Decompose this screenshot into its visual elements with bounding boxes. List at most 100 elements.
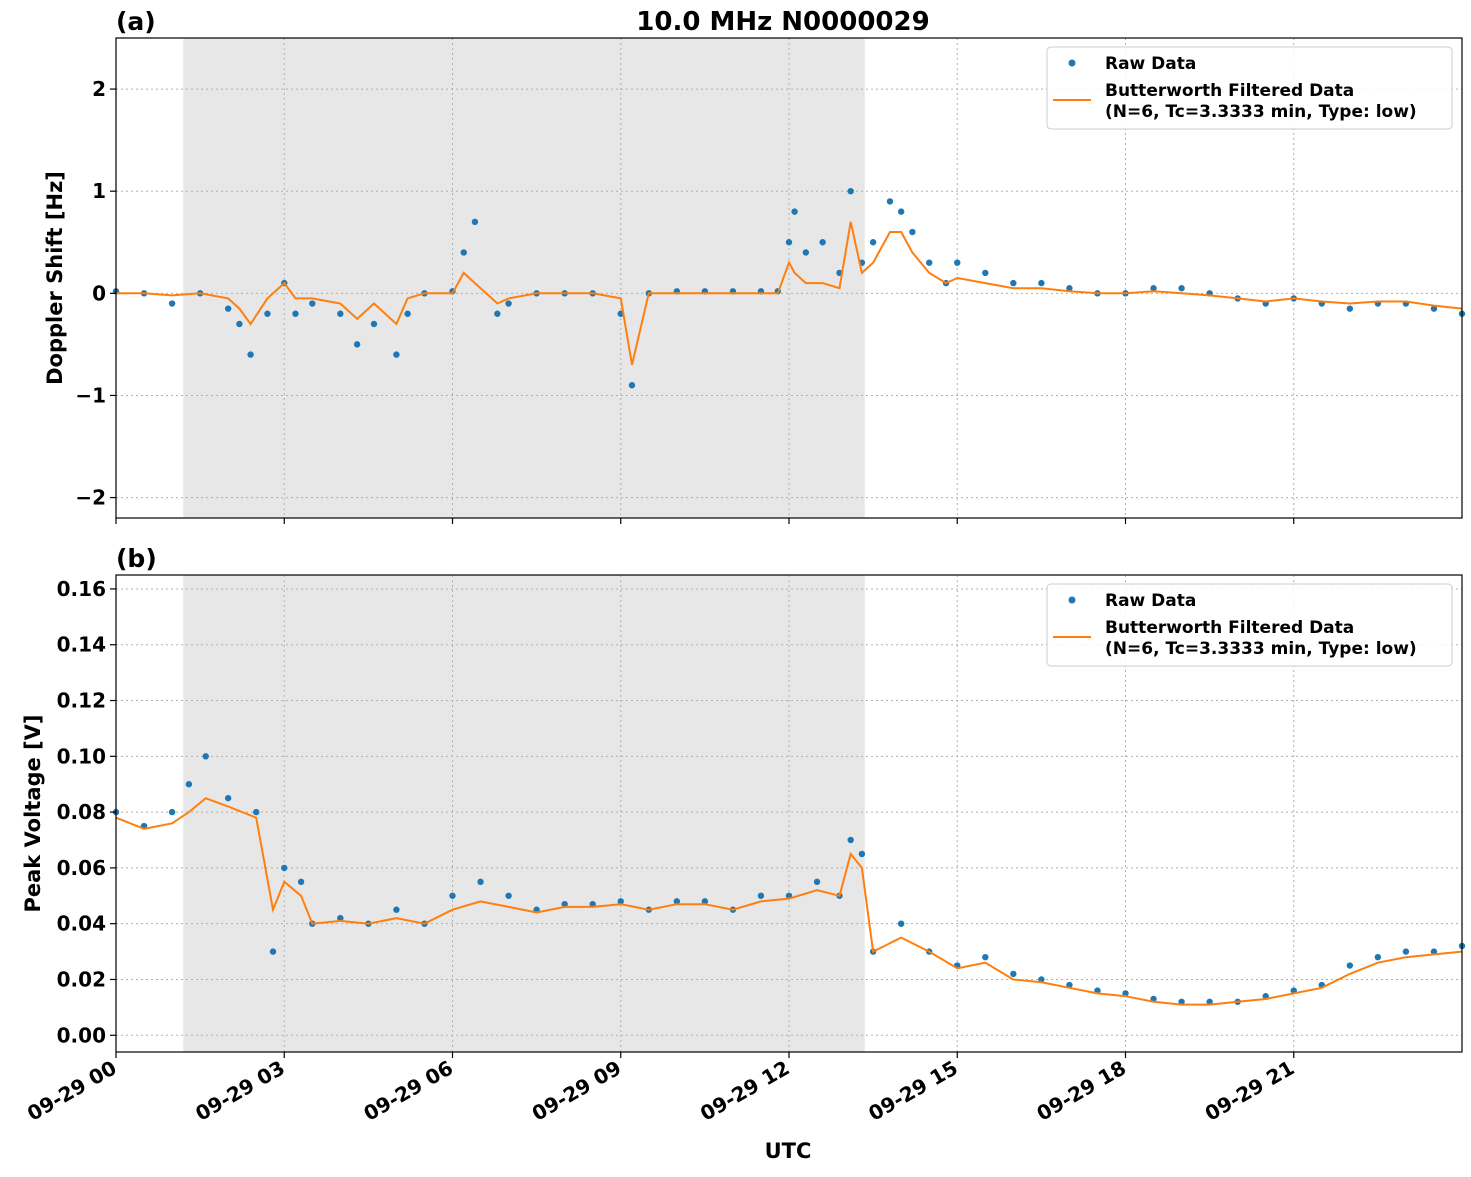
raw-data-point — [477, 878, 484, 886]
y-tick-label: 0.06 — [57, 856, 106, 880]
y-tick-label: 0.02 — [57, 967, 106, 991]
y-tick-label: −2 — [75, 486, 106, 510]
y-axis-label: Peak Voltage [V] — [21, 714, 45, 912]
raw-data-point — [281, 864, 288, 872]
y-tick-label: 0.04 — [57, 912, 106, 936]
raw-data-point — [1010, 279, 1017, 287]
raw-data-point — [337, 310, 344, 317]
raw-data-point — [897, 920, 905, 927]
legend-box — [1046, 46, 1453, 130]
raw-data-point — [404, 310, 411, 317]
y-tick-label: 0.14 — [57, 633, 106, 657]
raw-data-point — [982, 953, 989, 961]
y-tick-label: 0.00 — [57, 1023, 106, 1047]
raw-data-point — [1178, 285, 1185, 292]
y-axis-label: Doppler Shift [Hz] — [43, 171, 67, 385]
legend: Raw Data Butterworth Filtered Data(N=6, T… — [1046, 583, 1453, 667]
raw-data-point — [168, 300, 176, 307]
x-tick-label: 09-29 09 — [528, 1056, 626, 1126]
x-tick-label: 09-29 12 — [696, 1056, 794, 1126]
filtered-line — [116, 221, 1463, 366]
y-tick-label: 2 — [92, 77, 106, 101]
legend-filtered-label: (N=6, Tc=3.3333 min, Type: low) — [1105, 639, 1417, 659]
raw-data-point — [393, 351, 400, 358]
raw-data-point — [1122, 990, 1129, 997]
raw-data-point — [393, 906, 400, 913]
raw-data-point — [264, 310, 271, 317]
legend-filtered-label: Butterworth Filtered Data — [1105, 81, 1354, 101]
raw-data-point — [869, 239, 877, 246]
raw-data-point — [791, 208, 798, 215]
raw-data-point — [168, 808, 176, 816]
raw-data-point — [802, 249, 810, 256]
raw-data-point — [505, 892, 512, 899]
raw-data-point — [897, 208, 905, 215]
raw-data-point — [617, 898, 624, 905]
raw-data-point — [1430, 305, 1438, 312]
x-axis-label: UTC — [765, 1139, 812, 1163]
raw-data-point — [982, 269, 989, 277]
raw-data-point — [236, 320, 243, 328]
raw-data-point — [813, 878, 821, 886]
panel-label: (b) — [116, 544, 157, 573]
y-tick-label: 0.08 — [57, 800, 106, 824]
raw-data-point — [628, 382, 636, 389]
raw-data-point — [1430, 948, 1438, 955]
raw-data-point — [471, 218, 479, 226]
shaded-region — [183, 575, 865, 1052]
panel-1: 0.16 0.14 0.12 0.10 0.08 0.06 0.04 0.02 0.00 09-2… — [21, 544, 1466, 1126]
raw-data-point — [1206, 998, 1213, 1005]
raw-data-point — [1346, 962, 1354, 969]
raw-data-point — [370, 320, 378, 328]
raw-data-point — [297, 878, 305, 886]
shaded-region — [183, 38, 865, 518]
raw-data-point — [253, 808, 260, 816]
raw-data-point — [1038, 279, 1045, 287]
raw-data-point — [292, 310, 299, 317]
legend-filtered-label: Butterworth Filtered Data — [1105, 618, 1354, 638]
raw-data-point — [247, 351, 254, 358]
raw-data-point — [1038, 976, 1045, 983]
raw-data-point — [757, 892, 765, 899]
raw-data-point — [224, 305, 232, 312]
y-tick-label: 0.16 — [57, 577, 106, 601]
raw-data-point — [926, 259, 933, 266]
raw-data-point — [337, 914, 344, 922]
y-tick-label: 0.10 — [57, 744, 106, 768]
raw-data-point — [673, 898, 681, 905]
figure-title: 10.0 MHz N0000029 — [636, 7, 929, 37]
raw-data-point — [1010, 970, 1017, 978]
x-tick-label: 09-29 03 — [191, 1056, 289, 1126]
raw-data-point — [701, 898, 709, 905]
y-tick-label: 0.12 — [57, 689, 106, 713]
panel-label: (a) — [116, 7, 156, 36]
filtered-line — [115, 797, 1463, 1006]
y-tick-label: 1 — [92, 179, 106, 203]
y-tick-label: 0 — [92, 281, 106, 305]
raw-data-point — [185, 781, 193, 788]
raw-data-point — [309, 300, 316, 307]
raw-data-point — [505, 300, 512, 307]
panels-group: 2 1 0 −1 −2 (a) Doppler Shift [Hz] Raw Data Butt… — [21, 7, 1466, 1126]
legend-raw-marker — [1068, 59, 1076, 67]
raw-data-point — [785, 239, 793, 246]
legend-raw-marker — [1068, 596, 1076, 604]
y-tick-label: −1 — [75, 383, 106, 407]
raw-data-point — [954, 259, 961, 266]
x-tick-label: 09-29 15 — [864, 1056, 962, 1126]
legend-filtered-label: (N=6, Tc=3.3333 min, Type: low) — [1105, 102, 1417, 122]
raw-data-point — [202, 753, 209, 760]
raw-data-point — [561, 900, 568, 908]
x-tick-label: 09-29 18 — [1032, 1056, 1130, 1126]
raw-data-point — [224, 794, 232, 802]
raw-data-point — [269, 948, 277, 955]
raw-data-point — [819, 239, 826, 246]
raw-data-point — [1374, 953, 1382, 961]
raw-data-point — [847, 836, 854, 844]
raw-data-point — [460, 249, 467, 256]
raw-data-point — [494, 310, 501, 317]
raw-data-point — [449, 892, 456, 899]
raw-data-point — [1178, 998, 1185, 1005]
legend-raw-label: Raw Data — [1105, 54, 1196, 74]
